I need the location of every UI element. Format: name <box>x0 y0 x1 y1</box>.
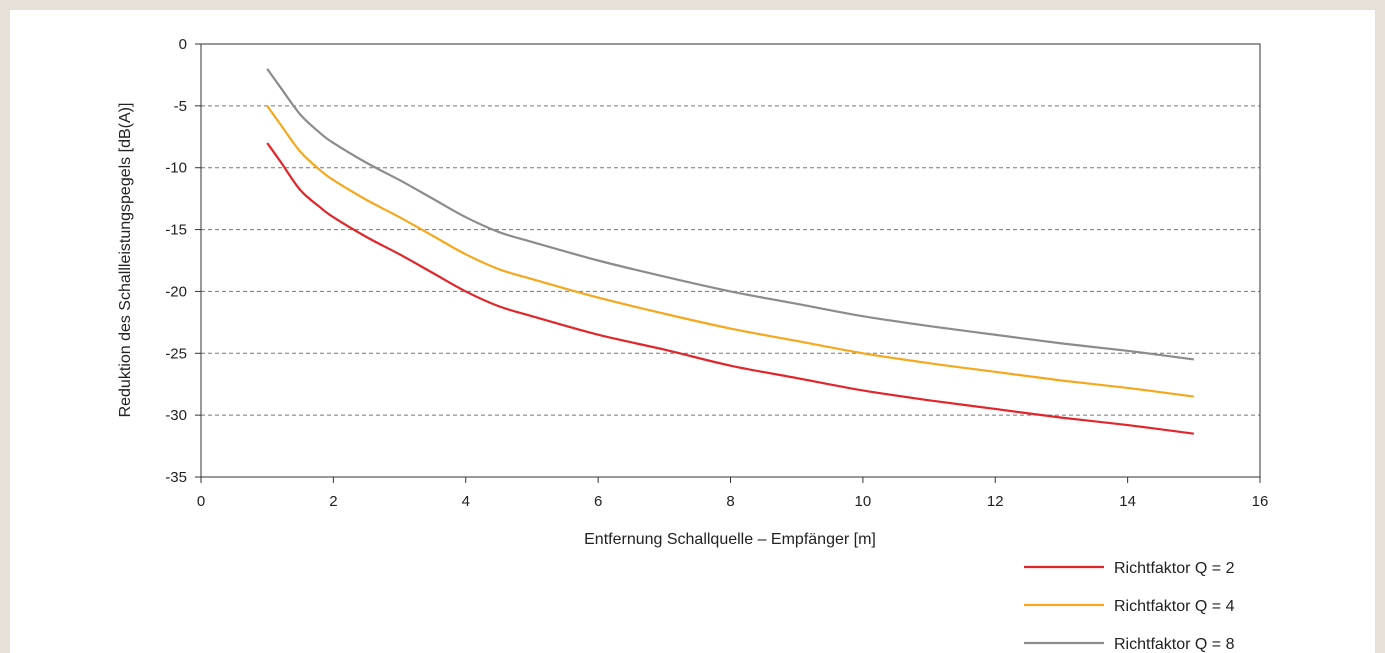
x-tick-label: 4 <box>462 493 470 510</box>
x-tick-label: 10 <box>855 493 872 510</box>
x-tick-label: 8 <box>726 493 734 510</box>
legend-item: Richtfaktor Q = 4 <box>1024 598 1235 615</box>
y-tick-label: -5 <box>174 98 187 115</box>
x-tick-label: 16 <box>1252 493 1269 510</box>
y-tick-label: 0 <box>179 36 187 53</box>
legend-item: Richtfaktor Q = 8 <box>1024 636 1235 653</box>
chart-panel: 0 -5 -10 -15 -20 -25 -30 -35 0 2 4 6 8 10 12 14 16 Redu… <box>10 10 1375 653</box>
x-axis-title: Entfernung Schallquelle – Empfänger [m] <box>584 531 876 548</box>
y-tick-label: -35 <box>165 469 187 486</box>
x-axis: 0 2 4 6 8 10 12 14 16 <box>197 477 1269 510</box>
y-tick-label: -30 <box>165 407 187 424</box>
y-tick-label: -20 <box>165 283 187 300</box>
series-line-q8 <box>266 68 1194 361</box>
plot-area-frame <box>200 43 1261 478</box>
legend-label: Richtfaktor Q = 4 <box>1114 598 1235 615</box>
line-chart: 0 -5 -10 -15 -20 -25 -30 -35 0 2 4 6 8 10 12 14 16 Redu… <box>117 36 1269 653</box>
y-tick-label: -10 <box>165 160 187 177</box>
y-tick-label: -15 <box>165 222 187 239</box>
series-lines <box>266 68 1194 435</box>
x-tick-label: 2 <box>329 493 337 510</box>
legend-label: Richtfaktor Q = 8 <box>1114 636 1235 653</box>
x-tick-label: 12 <box>987 493 1004 510</box>
grid-lines <box>201 105 1260 416</box>
legend: Richtfaktor Q = 2 Richtfaktor Q = 4 Richtf… <box>1024 560 1235 653</box>
legend-label: Richtfaktor Q = 2 <box>1114 560 1235 577</box>
legend-item: Richtfaktor Q = 2 <box>1024 560 1235 577</box>
x-tick-label: 14 <box>1119 493 1136 510</box>
x-tick-label: 0 <box>197 493 205 510</box>
x-tick-label: 6 <box>594 493 602 510</box>
y-axis-title: Reduktion des Schallleistungspegels [dB(… <box>117 103 134 418</box>
series-line-q4 <box>266 105 1194 398</box>
y-tick-label: -25 <box>165 345 187 362</box>
series-line-q2 <box>266 142 1194 435</box>
y-axis: 0 -5 -10 -15 -20 -25 -30 -35 <box>165 36 201 486</box>
